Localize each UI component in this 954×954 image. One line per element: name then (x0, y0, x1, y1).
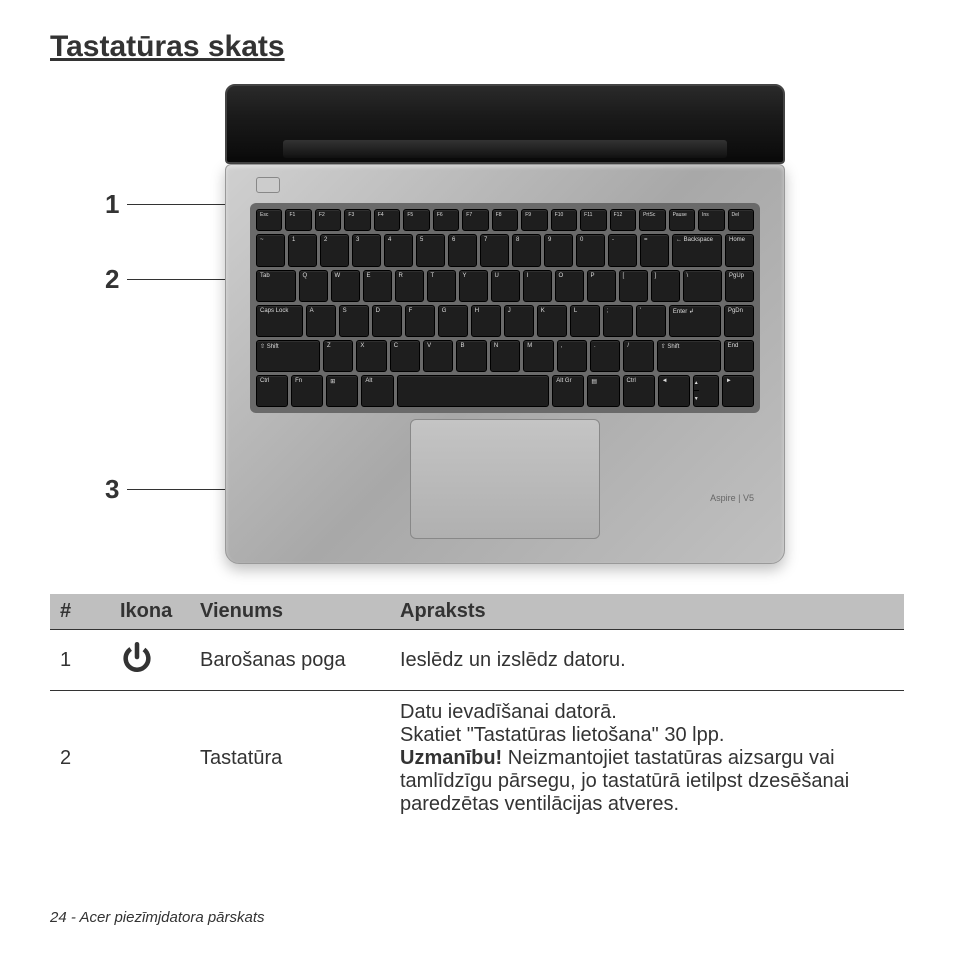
desc-bold: Uzmanību! (400, 747, 502, 769)
page-title: Tastatūras skats (50, 30, 904, 64)
cell-desc: Ieslēdz un izslēdz datoru. (390, 630, 904, 691)
laptop-power-button (256, 177, 280, 193)
th-num: # (50, 594, 110, 630)
desc-line1: Datu ievadīšanai datorā. (400, 701, 617, 723)
cell-num: 1 (50, 630, 110, 691)
cell-num: 2 (50, 691, 110, 827)
th-icon: Ikona (110, 594, 190, 630)
cell-icon (110, 691, 190, 827)
power-icon (120, 640, 154, 674)
laptop-keyboard: EscF1F2F3F4F5F6F7F8F9F10F11F12PrtScPause… (250, 203, 760, 413)
laptop-lid (225, 84, 785, 164)
keyboard-view-diagram: 1 2 3 EscF1F2F3F4F5F6F7F8F9F10F11F12PrtS… (50, 84, 904, 584)
table-row: 2 Tastatūra Datu ievadīšanai datorā. Ska… (50, 691, 904, 827)
spec-table: # Ikona Vienums Apraksts 1 Barošanas pog… (50, 594, 904, 826)
laptop-brand-mark: Aspire | V5 (710, 493, 754, 503)
table-row: 1 Barošanas poga Ieslēdz un izslēdz dato… (50, 630, 904, 691)
cell-icon (110, 630, 190, 691)
cell-desc: Datu ievadīšanai datorā. Skatiet "Tastat… (390, 691, 904, 827)
cell-item: Barošanas poga (190, 630, 390, 691)
th-item: Vienums (190, 594, 390, 630)
laptop-base: EscF1F2F3F4F5F6F7F8F9F10F11F12PrtScPause… (225, 164, 785, 564)
th-desc: Apraksts (390, 594, 904, 630)
desc-line2: Skatiet "Tastatūras lietošana" 30 lpp. (400, 724, 724, 746)
callout-1-number: 1 (105, 189, 119, 220)
table-header-row: # Ikona Vienums Apraksts (50, 594, 904, 630)
callout-3-number: 3 (105, 474, 119, 505)
cell-item: Tastatūra (190, 691, 390, 827)
callout-2-number: 2 (105, 264, 119, 295)
page-footer: 24 - Acer piezīmjdatora pārskats (50, 909, 265, 926)
laptop-illustration: EscF1F2F3F4F5F6F7F8F9F10F11F12PrtScPause… (225, 84, 785, 564)
laptop-touchpad (410, 419, 600, 539)
